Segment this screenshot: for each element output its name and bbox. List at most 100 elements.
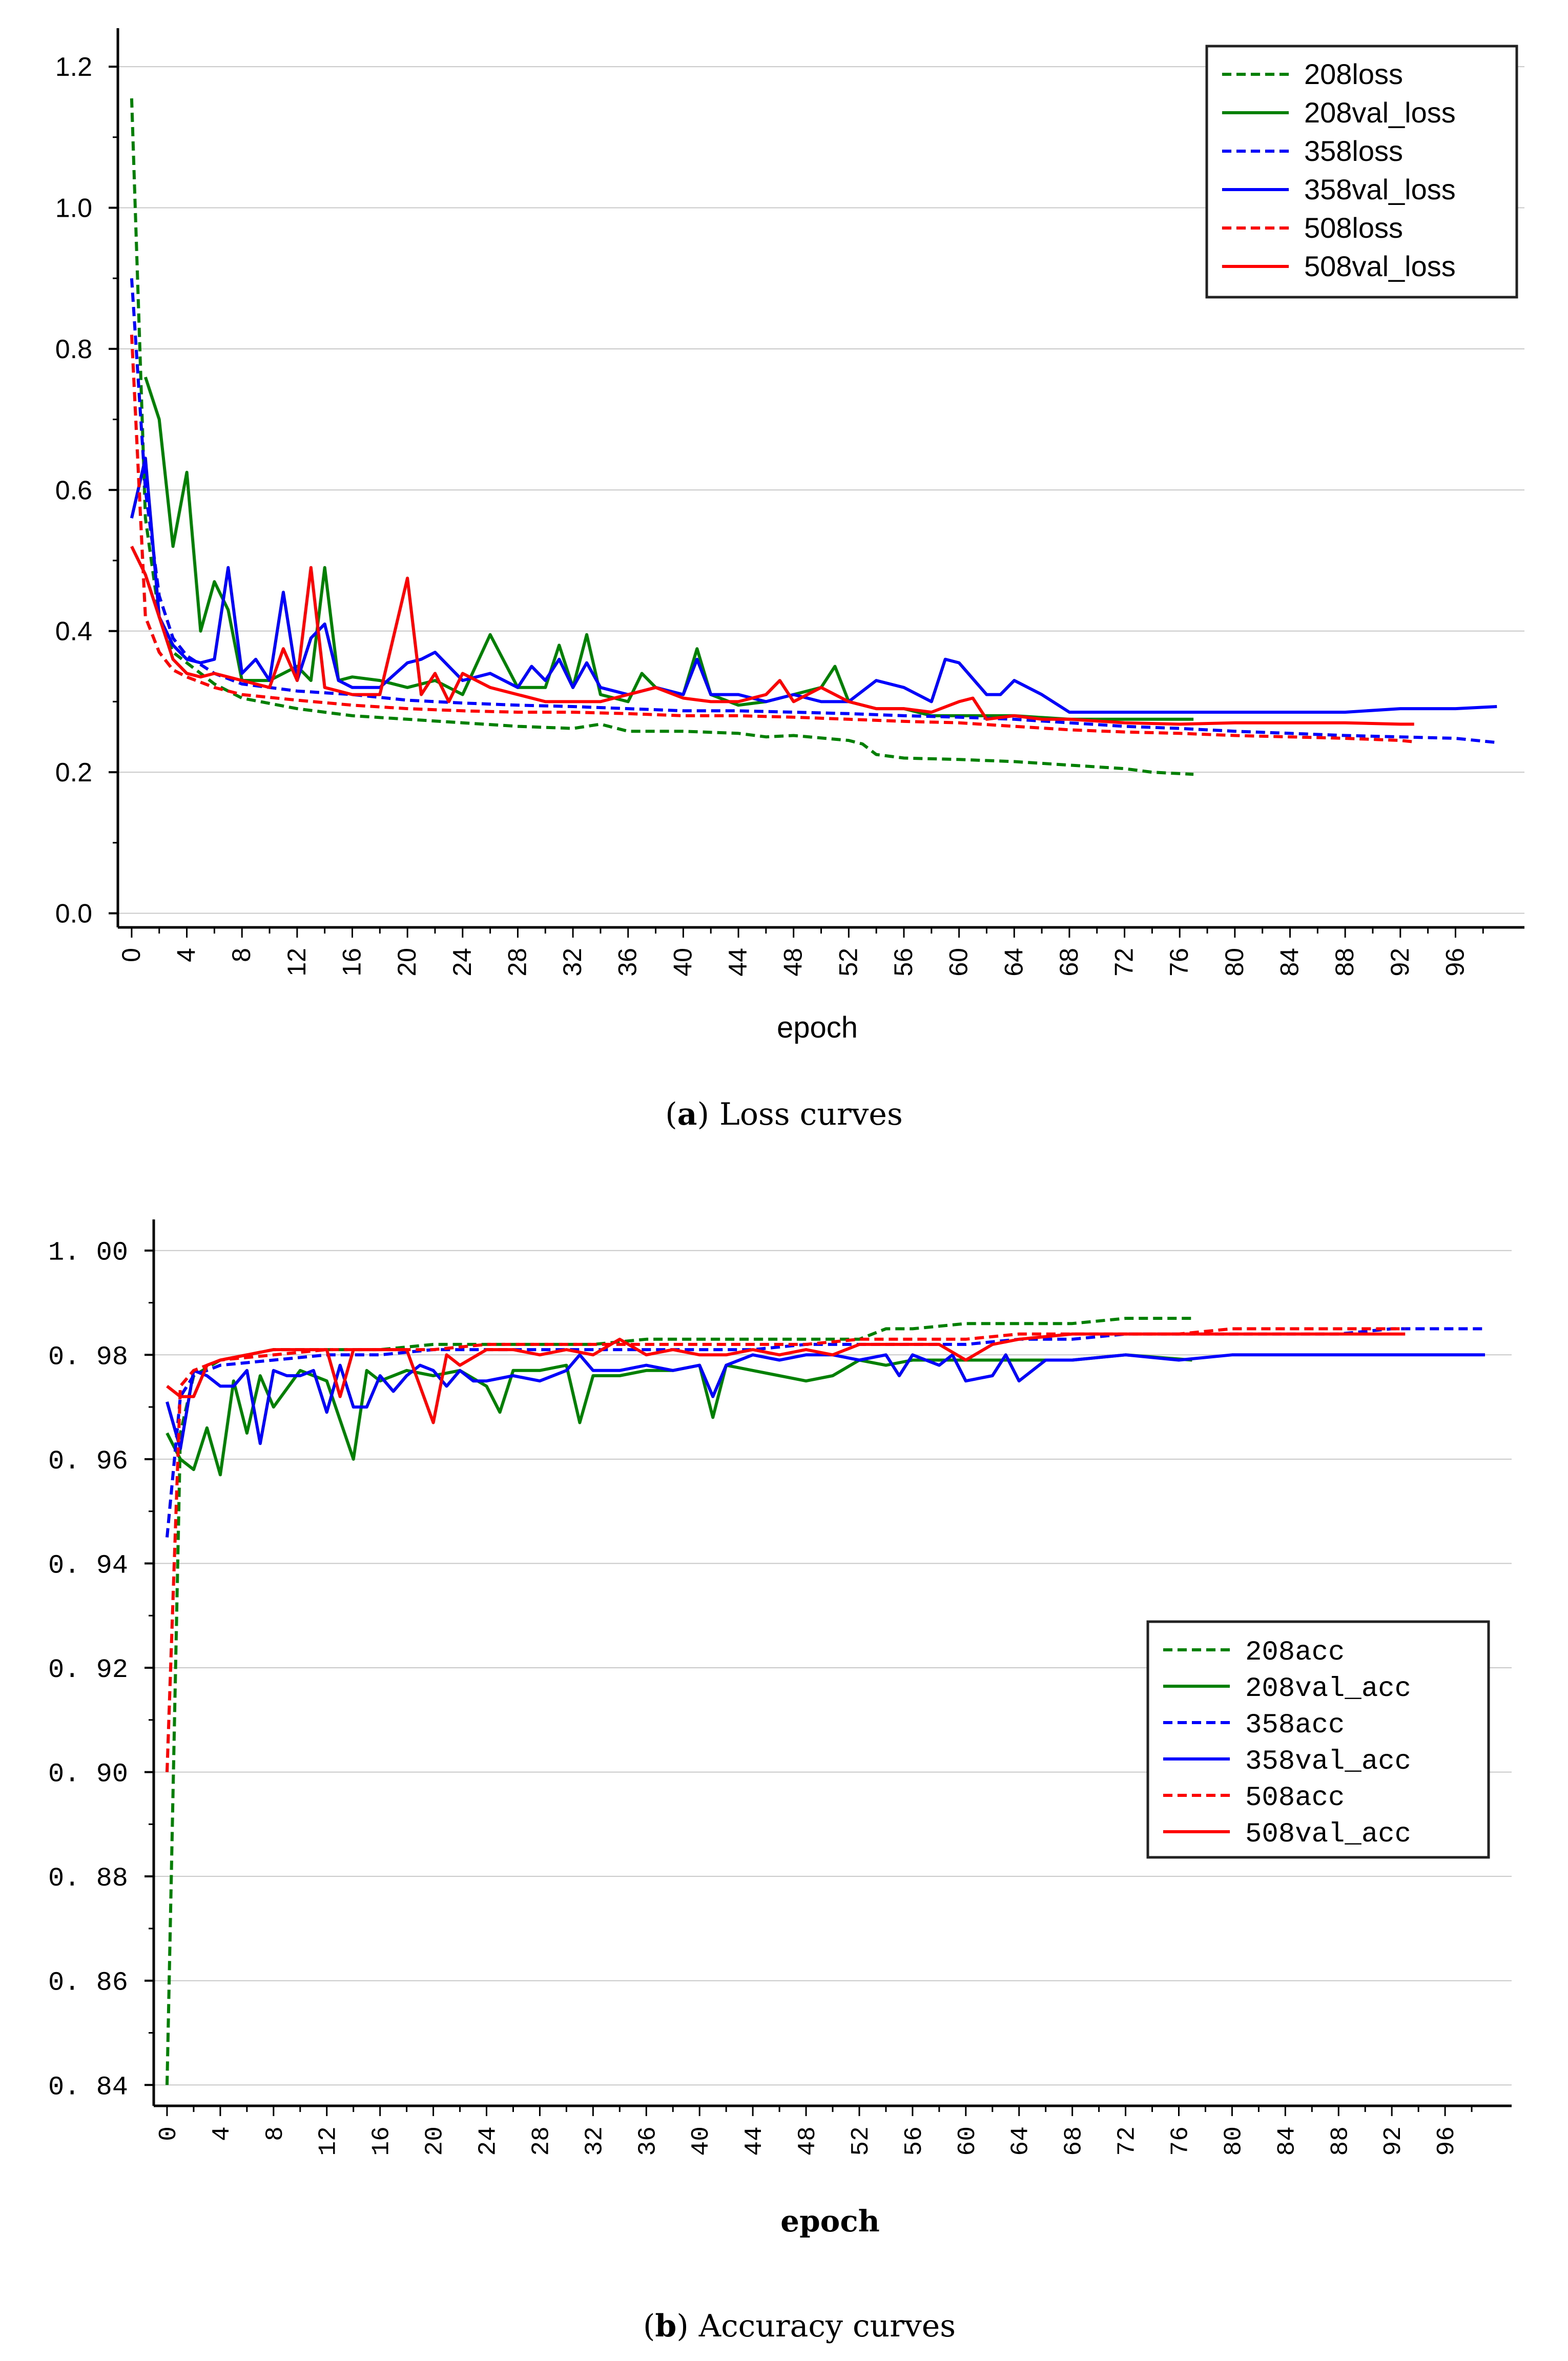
accuracy-series-group (166, 1317, 1485, 2085)
loss-x-tick-label: 80 (1220, 948, 1249, 977)
accuracy-x-tick-label: 60 (954, 2126, 982, 2156)
accuracy-x-axis-label: epoch (780, 2204, 880, 2239)
accuracy-x-tick-label: 68 (1061, 2126, 1088, 2156)
accuracy-x-tick-label: 24 (475, 2126, 503, 2156)
loss-x-tick-label: 20 (393, 948, 421, 977)
loss-y-tick-label: 0.0 (55, 899, 92, 928)
caption-a: (a) Loss curves (665, 1096, 902, 1132)
loss-x-tick-label: 36 (613, 948, 642, 977)
series-208loss (130, 98, 1194, 776)
loss-x-tick-label: 60 (944, 948, 973, 977)
loss-legend-box (1205, 45, 1518, 299)
caption-a-text: Loss curves (719, 1096, 903, 1132)
loss-chart: 0.00.20.40.60.81.01.20 4 8 12 16 20 24 28 32 36 40… (55, 28, 1524, 1044)
accuracy-x-tick-label: 52 (848, 2126, 875, 2156)
legend-label-508val_acc: 508val_acc (1245, 1819, 1411, 1850)
accuracy-y-tick-label: 0. 90 (48, 1759, 128, 1790)
legend-label-358loss: 358loss (1304, 135, 1403, 167)
accuracy-y-tick-label: 0. 92 (48, 1655, 128, 1685)
series-508val_loss (130, 546, 1414, 726)
loss-x-tick-label: 96 (1440, 948, 1469, 977)
accuracy-x-tick-label: 8 (262, 2126, 290, 2141)
accuracy-y-tick-label: 0. 88 (48, 1863, 128, 1894)
loss-y-tick-label: 0.8 (55, 335, 92, 364)
accuracy-x-tick-label: 56 (901, 2126, 929, 2156)
loss-x-tick-label: 88 (1330, 948, 1359, 977)
legend-label-508loss: 508loss (1304, 212, 1403, 244)
series-358loss (130, 278, 1497, 744)
loss-x-tick-label: 16 (338, 948, 366, 977)
accuracy-x-tick-label: 44 (741, 2126, 769, 2156)
accuracy-y-tick-label: 0. 86 (48, 1968, 128, 1998)
loss-x-tick-label: 72 (1110, 948, 1139, 977)
loss-x-tick-label: 40 (668, 948, 697, 977)
legend-label-508val_loss: 508val_loss (1304, 250, 1456, 282)
series-358val_acc (166, 1353, 1485, 1451)
accuracy-x-tick-label: 20 (422, 2126, 449, 2156)
accuracy-x-tick-label: 80 (1220, 2126, 1248, 2156)
series-508loss (130, 335, 1415, 743)
accuracy-y-tick-label: 0. 84 (48, 2072, 128, 2102)
loss-grid (118, 66, 1524, 914)
loss-x-tick-label: 12 (282, 948, 311, 977)
legend-label-208val_loss: 208val_loss (1304, 96, 1456, 129)
loss-x-tick-label: 28 (503, 948, 531, 977)
loss-x-tick-label: 84 (1275, 948, 1304, 977)
caption-b-text: Accuracy curves (698, 2308, 956, 2344)
loss-x-tick-label: 8 (227, 948, 256, 962)
accuracy-x-tick-label: 12 (315, 2126, 343, 2156)
accuracy-x-tick-label: 64 (1007, 2126, 1035, 2156)
accuracy-x-tick-label: 4 (209, 2126, 236, 2141)
loss-legend: 208loss 208val_loss 358loss 358val_loss 508l… (1205, 45, 1518, 299)
loss-ticks: 0.00.20.40.60.81.01.20 4 8 12 16 20 24 28 32 36 40… (55, 52, 1484, 977)
legend-label-208loss: 208loss (1304, 58, 1403, 90)
loss-y-tick-label: 1.0 (55, 193, 92, 223)
loss-x-tick-label: 76 (1165, 948, 1193, 977)
loss-x-tick-label: 4 (172, 948, 201, 962)
accuracy-ticks: 0. 84 0. 86 0. 88 0. 90 0. 92 0. 94 0. 96 0. 98… (48, 1238, 1473, 2156)
accuracy-x-tick-label: 96 (1433, 2126, 1461, 2156)
series-358val_loss (130, 457, 1497, 714)
accuracy-x-tick-label: 16 (368, 2126, 396, 2156)
accuracy-x-tick-label: 76 (1167, 2126, 1194, 2156)
loss-x-tick-label: 64 (999, 948, 1028, 977)
legend-label-358acc: 358acc (1245, 1710, 1345, 1741)
caption-a-letter: a (677, 1096, 697, 1132)
accuracy-x-tick-label: 88 (1327, 2126, 1354, 2156)
loss-y-tick-label: 0.4 (55, 617, 92, 647)
accuracy-x-tick-label: 92 (1380, 2126, 1408, 2156)
loss-x-tick-label: 52 (834, 948, 862, 977)
loss-x-axis-label: epoch (777, 1011, 858, 1044)
loss-x-tick-label: 68 (1055, 948, 1083, 977)
loss-y-tick-label: 0.6 (55, 475, 92, 505)
caption-b-letter: b (655, 2308, 676, 2344)
accuracy-x-tick-label: 40 (688, 2126, 715, 2156)
loss-x-tick-label: 0 (117, 948, 146, 962)
accuracy-x-tick-label: 36 (634, 2126, 662, 2156)
loss-y-tick-label: 1.2 (55, 52, 92, 82)
series-208val_acc (166, 1353, 1192, 1477)
accuracy-legend: 208acc 208val_acc 358acc 358val_acc 508acc 50… (1146, 1620, 1490, 1859)
loss-x-tick-label: 56 (889, 948, 918, 977)
loss-x-tick-label: 24 (448, 948, 477, 977)
legend-label-208val_acc: 208val_acc (1245, 1673, 1411, 1705)
legend-label-358val_acc: 358val_acc (1245, 1746, 1411, 1777)
accuracy-y-tick-label: 0. 94 (48, 1550, 128, 1581)
series-508val_acc (166, 1332, 1406, 1424)
loss-x-tick-label: 48 (779, 948, 808, 977)
accuracy-x-tick-label: 0 (155, 2126, 183, 2141)
legend-label-508acc: 508acc (1245, 1783, 1345, 1814)
legend-label-358val_loss: 358val_loss (1304, 173, 1456, 205)
accuracy-x-tick-label: 32 (581, 2126, 609, 2156)
legend-label-208acc: 208acc (1245, 1637, 1345, 1668)
accuracy-y-tick-label: 0. 96 (48, 1446, 128, 1477)
loss-x-tick-label: 44 (724, 948, 752, 977)
loss-series-group (130, 98, 1497, 776)
loss-y-tick-label: 0.2 (55, 758, 92, 788)
accuracy-y-tick-label: 0. 98 (48, 1342, 128, 1372)
accuracy-x-tick-label: 28 (528, 2126, 555, 2156)
accuracy-chart: 0. 84 0. 86 0. 88 0. 90 0. 92 0. 94 0. 96 0. 98… (48, 1219, 1512, 2239)
accuracy-x-tick-label: 72 (1114, 2126, 1142, 2156)
accuracy-x-tick-label: 48 (794, 2126, 822, 2156)
